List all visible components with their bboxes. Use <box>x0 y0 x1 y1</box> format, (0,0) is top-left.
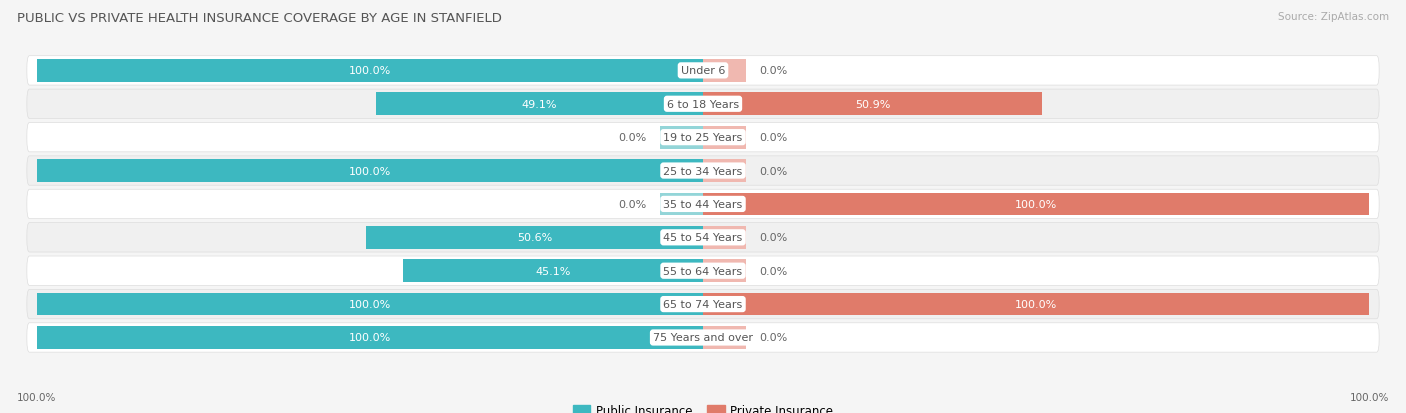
Text: 100.0%: 100.0% <box>349 299 391 309</box>
Text: 6 to 18 Years: 6 to 18 Years <box>666 100 740 109</box>
Bar <box>703 160 747 183</box>
Bar <box>37 60 703 83</box>
Text: 0.0%: 0.0% <box>759 166 787 176</box>
Bar <box>375 93 703 116</box>
Bar <box>659 193 703 216</box>
Text: 0.0%: 0.0% <box>619 199 647 209</box>
Text: Under 6: Under 6 <box>681 66 725 76</box>
Text: 75 Years and over: 75 Years and over <box>652 333 754 343</box>
FancyBboxPatch shape <box>27 290 1379 319</box>
FancyBboxPatch shape <box>27 223 1379 252</box>
Text: 100.0%: 100.0% <box>349 66 391 76</box>
Text: 65 to 74 Years: 65 to 74 Years <box>664 299 742 309</box>
Bar <box>703 226 747 249</box>
Text: PUBLIC VS PRIVATE HEALTH INSURANCE COVERAGE BY AGE IN STANFIELD: PUBLIC VS PRIVATE HEALTH INSURANCE COVER… <box>17 12 502 25</box>
Bar <box>366 226 703 249</box>
Text: 45.1%: 45.1% <box>536 266 571 276</box>
Text: 19 to 25 Years: 19 to 25 Years <box>664 133 742 143</box>
Text: 0.0%: 0.0% <box>759 66 787 76</box>
Text: 55 to 64 Years: 55 to 64 Years <box>664 266 742 276</box>
Text: 45 to 54 Years: 45 to 54 Years <box>664 233 742 243</box>
Bar <box>37 326 703 349</box>
Bar <box>703 126 747 149</box>
Text: 100.0%: 100.0% <box>349 333 391 343</box>
Legend: Public Insurance, Private Insurance: Public Insurance, Private Insurance <box>568 399 838 413</box>
FancyBboxPatch shape <box>27 190 1379 219</box>
Text: 50.9%: 50.9% <box>855 100 890 109</box>
Text: 0.0%: 0.0% <box>759 266 787 276</box>
Text: 0.0%: 0.0% <box>619 133 647 143</box>
FancyBboxPatch shape <box>27 123 1379 152</box>
FancyBboxPatch shape <box>27 57 1379 86</box>
FancyBboxPatch shape <box>27 157 1379 186</box>
Bar <box>37 293 703 316</box>
Text: 0.0%: 0.0% <box>759 133 787 143</box>
Text: 100.0%: 100.0% <box>349 166 391 176</box>
FancyBboxPatch shape <box>27 256 1379 286</box>
Bar <box>703 326 747 349</box>
FancyBboxPatch shape <box>27 90 1379 119</box>
Bar <box>37 160 703 183</box>
Bar <box>703 260 747 282</box>
Text: 25 to 34 Years: 25 to 34 Years <box>664 166 742 176</box>
Text: 0.0%: 0.0% <box>759 233 787 243</box>
Bar <box>402 260 703 282</box>
Text: 49.1%: 49.1% <box>522 100 557 109</box>
Bar <box>703 93 1042 116</box>
Text: 100.0%: 100.0% <box>1015 199 1057 209</box>
Bar <box>703 293 1369 316</box>
Text: 50.6%: 50.6% <box>517 233 553 243</box>
Text: Source: ZipAtlas.com: Source: ZipAtlas.com <box>1278 12 1389 22</box>
FancyBboxPatch shape <box>27 323 1379 352</box>
Bar <box>659 126 703 149</box>
Text: 100.0%: 100.0% <box>1350 392 1389 402</box>
Text: 35 to 44 Years: 35 to 44 Years <box>664 199 742 209</box>
Text: 100.0%: 100.0% <box>1015 299 1057 309</box>
Text: 0.0%: 0.0% <box>759 333 787 343</box>
Bar <box>703 193 1369 216</box>
Text: 100.0%: 100.0% <box>17 392 56 402</box>
Bar <box>703 60 747 83</box>
